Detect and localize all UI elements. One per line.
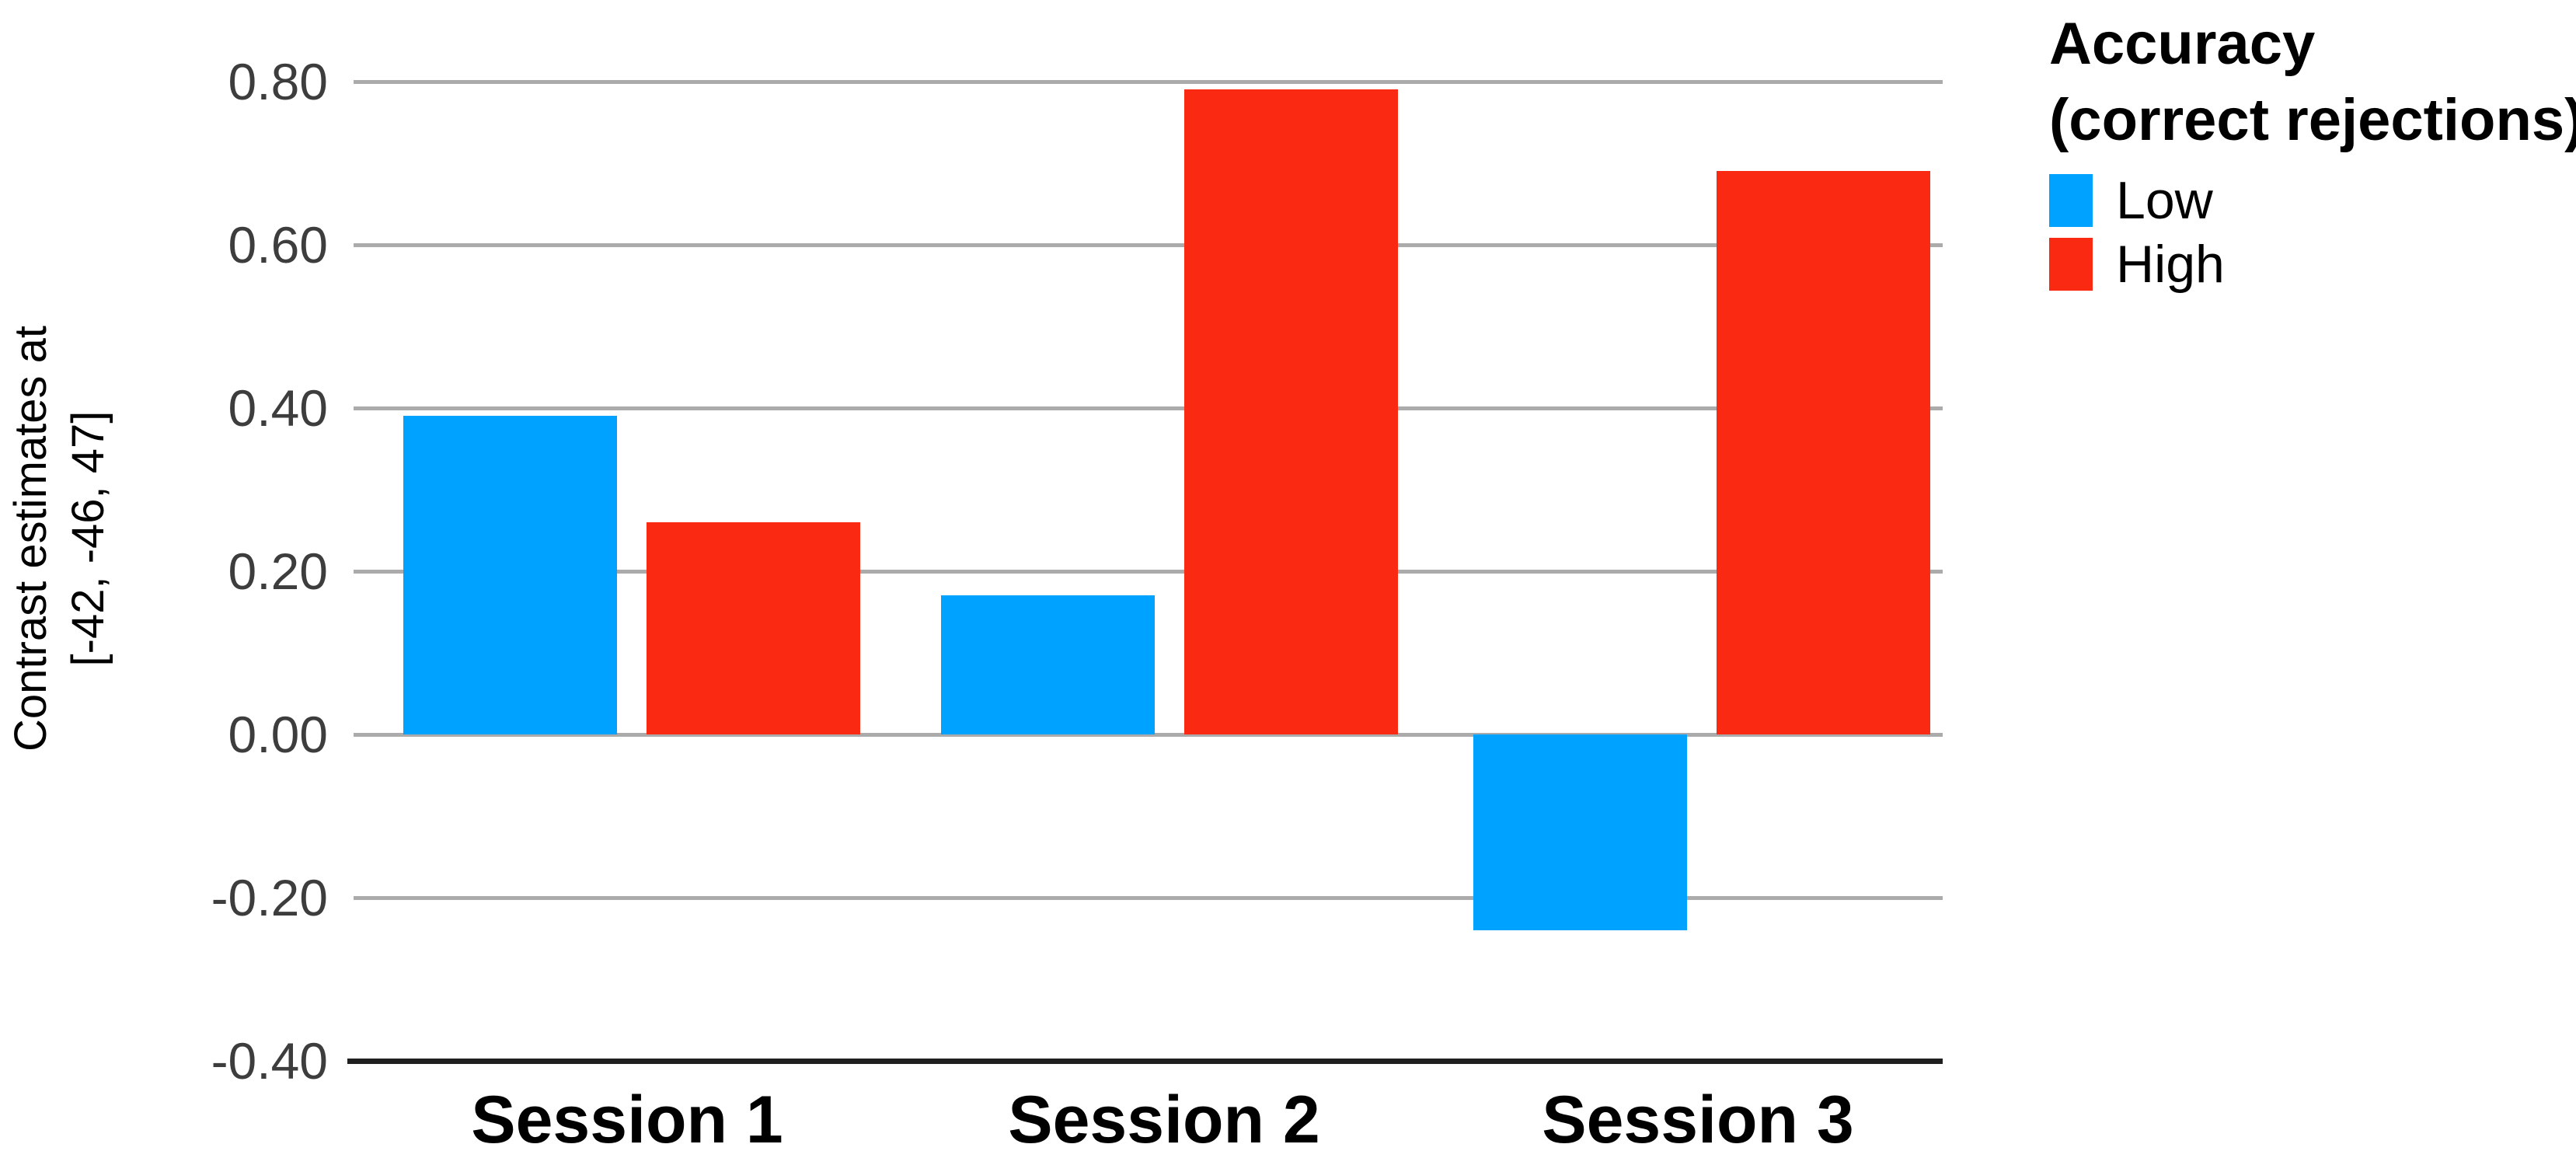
y-axis-tick-labels: 0.80 0.60 0.40 0.20 0.00 -0.20 -0.40 [0,0,328,1165]
plot-area [347,80,1943,1064]
y-tick-label--0.40: -0.40 [211,1032,328,1090]
bar-session-3-low [1473,734,1687,930]
gridline-0.40 [354,406,1943,410]
bar-session-1-high [647,522,860,734]
bar-session-3-high [1717,171,1930,734]
gridline--0.20 [354,896,1943,900]
legend: Accuracy (correct rejections) Low High [2049,6,2576,295]
legend-item-high: High [2049,233,2576,295]
gridline-0.80 [354,80,1943,84]
gridline-0.20 [354,570,1943,574]
legend-label-high: High [2116,235,2225,294]
y-tick-label-0.20: 0.20 [228,542,328,600]
legend-swatch-low [2049,174,2093,227]
x-label-session-2: Session 2 [1008,1083,1320,1157]
y-tick-label-0.40: 0.40 [228,379,328,437]
y-tick-label--0.20: -0.20 [211,869,328,926]
gridline-0.00 [354,733,1943,737]
legend-swatch-high [2049,238,2093,291]
x-label-session-1: Session 1 [471,1083,783,1157]
x-label-session-3: Session 3 [1542,1083,1854,1157]
bar-session-2-high [1184,89,1398,734]
bar-session-2-low [941,595,1155,734]
bar-session-1-low [403,416,617,734]
legend-items: Low High [2049,169,2576,295]
gridline-0.60 [354,243,1943,247]
y-tick-label-0.00: 0.00 [228,706,328,763]
legend-label-low: Low [2116,171,2213,230]
x-axis-line [347,1059,1943,1064]
legend-title-line2: (correct rejections) [2049,87,2576,153]
legend-item-low: Low [2049,169,2576,232]
legend-title: Accuracy (correct rejections) [2049,6,2576,159]
y-tick-label-0.80: 0.80 [228,53,328,110]
y-tick-label-0.60: 0.60 [228,216,328,274]
legend-title-line1: Accuracy [2049,11,2316,77]
